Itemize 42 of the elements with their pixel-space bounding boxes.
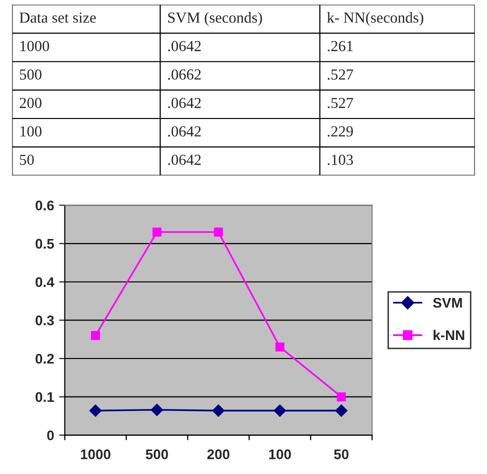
y-tick-label: 0.4 bbox=[36, 277, 54, 288]
category-label: Data set size bbox=[20, 12, 96, 23]
point bbox=[89, 404, 102, 417]
point bbox=[91, 331, 100, 340]
y-tick-label: 0.2 bbox=[36, 354, 54, 364]
text: 500 bbox=[20, 69, 42, 80]
point bbox=[214, 228, 223, 237]
point bbox=[274, 404, 286, 417]
y-tick-label: 0 bbox=[47, 430, 54, 440]
x-tick-label: 50 bbox=[334, 449, 348, 460]
text: 1000 bbox=[20, 40, 50, 52]
point bbox=[336, 392, 346, 402]
x-tick-label: 200 bbox=[207, 449, 230, 460]
text: .261 bbox=[328, 40, 353, 52]
x-tick-label: 1000 bbox=[80, 449, 110, 460]
point bbox=[335, 404, 348, 417]
text: .0642 bbox=[168, 126, 201, 137]
text: .527 bbox=[328, 69, 354, 80]
text: .0662 bbox=[168, 69, 201, 80]
text: .229 bbox=[328, 126, 353, 137]
legend-label: k-NN bbox=[434, 330, 464, 340]
point bbox=[150, 404, 164, 416]
text: .0642 bbox=[168, 154, 201, 166]
text: 200 bbox=[20, 98, 42, 108]
point bbox=[152, 228, 162, 237]
point bbox=[275, 342, 284, 352]
point bbox=[212, 404, 225, 417]
legend-label: SVM bbox=[433, 298, 462, 308]
y-tick-label: 0.5 bbox=[36, 238, 54, 249]
category-label: SVM (seconds) bbox=[168, 12, 262, 26]
y-tick-label: 0.3 bbox=[36, 316, 54, 326]
text: .527 bbox=[328, 98, 354, 108]
y-tick-label: 0.6 bbox=[36, 200, 54, 210]
y-tick-label: 0.1 bbox=[36, 392, 54, 402]
x-tick-label: 100 bbox=[269, 449, 291, 460]
category-label: k- NN(seconds) bbox=[327, 12, 424, 26]
text: 50 bbox=[20, 154, 34, 165]
text: 100 bbox=[20, 126, 42, 137]
x-tick-label: 500 bbox=[146, 449, 168, 460]
text: .103 bbox=[328, 154, 353, 166]
text: .0642 bbox=[168, 40, 201, 52]
text: .0642 bbox=[168, 98, 201, 108]
